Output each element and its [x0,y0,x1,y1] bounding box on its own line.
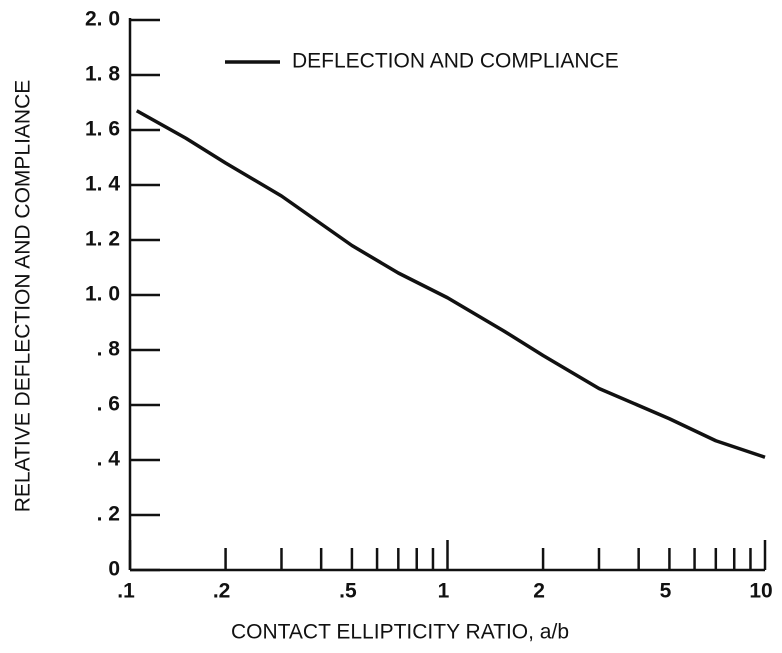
y-tick-label: 1. 4 [85,173,120,196]
y-tick-label: . 4 [97,448,121,471]
x-tick-label: 5 [660,580,672,603]
y-tick-label: . 8 [97,338,121,361]
y-tick-label: . 6 [97,393,120,416]
data-line [135,109,766,459]
y-tick-label: 1. 2 [85,228,120,251]
x-tick-label: 1 [438,580,450,603]
legend-label: DEFLECTION AND COMPLIANCE [292,50,619,73]
y-axis-label: RELATIVE DEFLECTION AND COMPLIANCE [12,80,35,513]
x-tick-label: .1 [117,580,135,603]
y-tick-label: 1. 8 [85,63,120,86]
x-tick-label: 10 [749,580,772,603]
y-tick-label: . 2 [97,503,120,526]
y-tick-label: 1. 6 [85,118,120,141]
y-tick-label: 2. 0 [85,8,120,31]
y-tick-label: 1. 0 [85,283,120,306]
y-tick-label: 0 [108,558,120,581]
x-tick-label: .2 [213,580,231,603]
x-axis-label: CONTACT ELLIPTICITY RATIO, a/b [231,621,569,644]
x-tick-label: 2 [533,580,545,603]
x-tick-label: .5 [339,580,357,603]
